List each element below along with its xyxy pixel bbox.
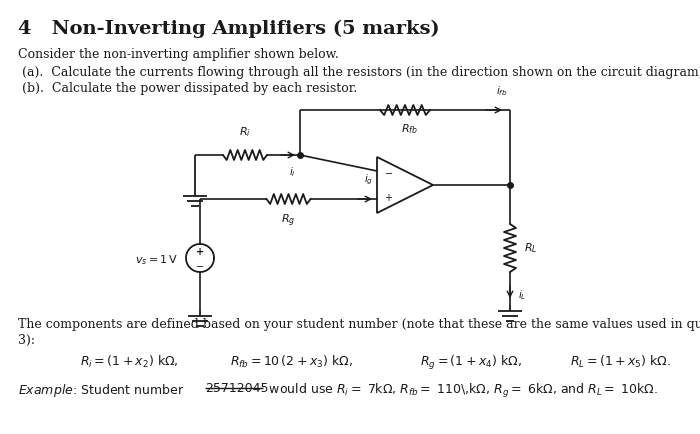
Text: $R_{fb} = 10\,(2 + x_3)$ k$\Omega$,: $R_{fb} = 10\,(2 + x_3)$ k$\Omega$, — [230, 354, 353, 370]
Text: 3):: 3): — [18, 334, 35, 347]
Text: Consider the non-inverting amplifier shown below.: Consider the non-inverting amplifier sho… — [18, 48, 339, 61]
Text: $i_g$: $i_g$ — [365, 173, 374, 187]
Text: $R_L$: $R_L$ — [524, 241, 538, 255]
Text: $R_g = (1 + x_4)$ k$\Omega$,: $R_g = (1 + x_4)$ k$\Omega$, — [420, 354, 522, 372]
Text: $i_i$: $i_i$ — [288, 165, 295, 179]
Text: $\mathit{Example}$: Student number: $\mathit{Example}$: Student number — [18, 382, 184, 399]
Text: 4   Non-Inverting Amplifiers (5 marks): 4 Non-Inverting Amplifiers (5 marks) — [18, 20, 440, 38]
Text: $i_L$: $i_L$ — [518, 288, 526, 302]
Text: $-$: $-$ — [195, 260, 204, 270]
Text: $R_L = (1 + x_5)$ k$\Omega$.: $R_L = (1 + x_5)$ k$\Omega$. — [570, 354, 671, 370]
Text: $i_{fb}$: $i_{fb}$ — [496, 84, 507, 98]
Text: $R_i$: $R_i$ — [239, 125, 251, 139]
Text: (b).  Calculate the power dissipated by each resistor.: (b). Calculate the power dissipated by e… — [18, 82, 357, 95]
Text: $-$: $-$ — [384, 168, 393, 178]
Text: $R_g$: $R_g$ — [281, 213, 295, 230]
Text: (a).  Calculate the currents flowing through all the resistors (in the direction: (a). Calculate the currents flowing thro… — [18, 66, 700, 79]
Text: 25712045: 25712045 — [205, 382, 269, 395]
Text: $R_i = (1 + x_2)$ k$\Omega$,: $R_i = (1 + x_2)$ k$\Omega$, — [80, 354, 178, 370]
Text: $R_{fb}$: $R_{fb}$ — [402, 122, 419, 136]
Text: +: + — [196, 247, 204, 256]
Text: would use $R_i =$ 7k$\Omega$, $R_{fb} =$ 110\,k$\Omega$, $R_g =$ 6k$\Omega$, and: would use $R_i =$ 7k$\Omega$, $R_{fb} =$… — [265, 382, 658, 400]
Text: $v_s = 1\,$V: $v_s = 1\,$V — [135, 253, 178, 267]
Text: $+$: $+$ — [384, 192, 393, 203]
Text: The components are defined based on your student number (note that these are the: The components are defined based on your… — [18, 318, 700, 331]
